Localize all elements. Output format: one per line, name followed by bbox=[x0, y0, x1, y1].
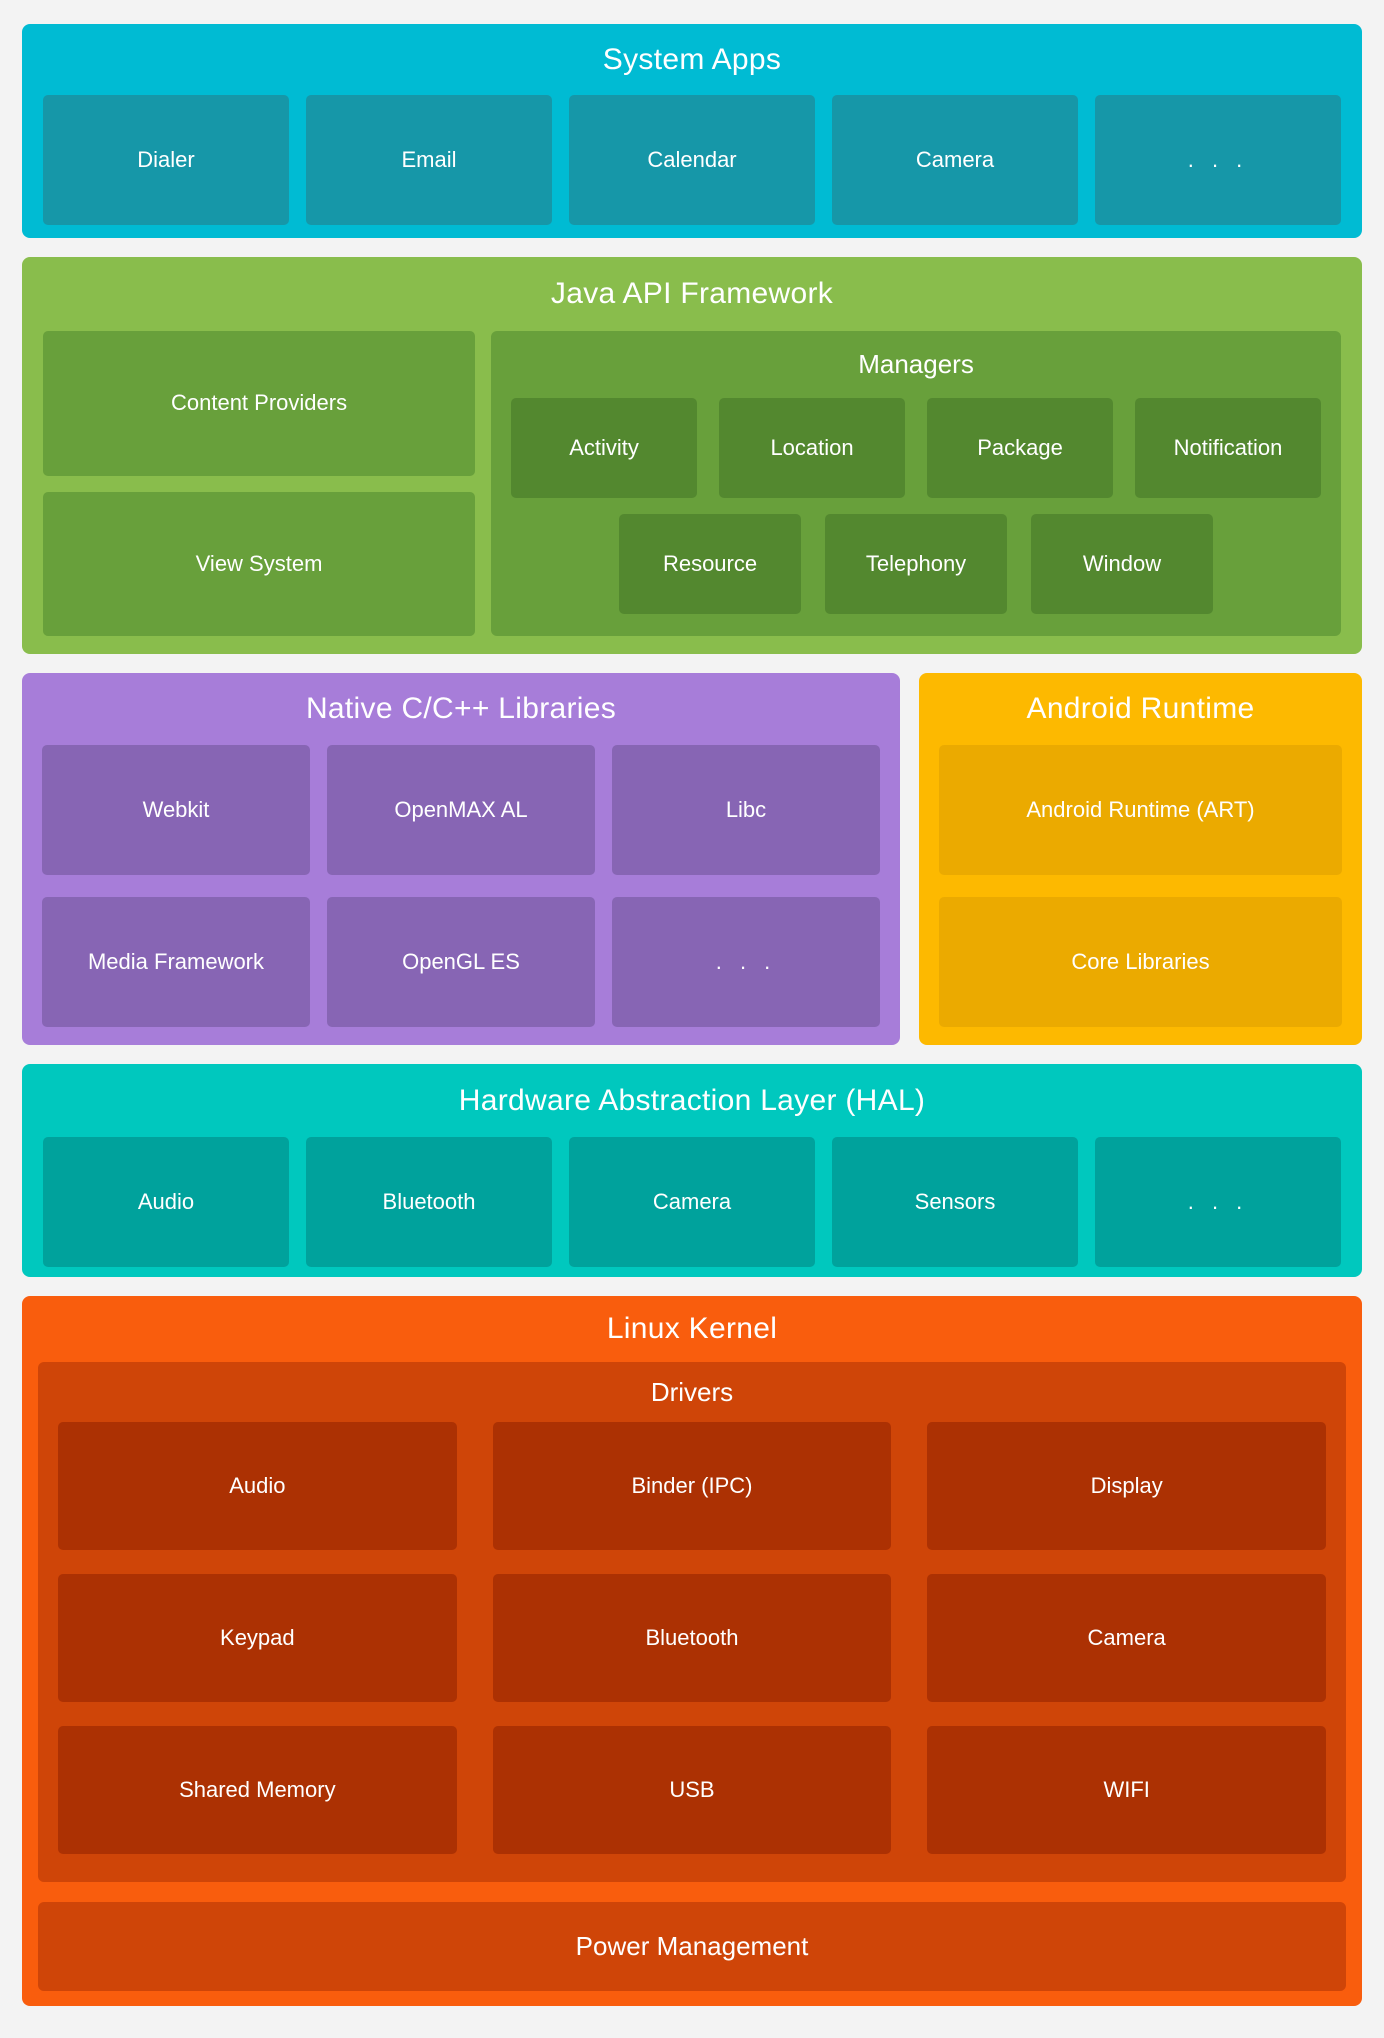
box-location-manager: Location bbox=[719, 398, 906, 498]
java-api-body: Content Providers View System Managers A… bbox=[43, 331, 1341, 636]
hal-box-camera: Camera bbox=[569, 1137, 815, 1267]
system-apps-box-calendar: Calendar bbox=[569, 95, 815, 225]
drivers-panel: Drivers Audio Binder (IPC) Display Keypa… bbox=[38, 1362, 1346, 1882]
box-package-manager: Package bbox=[927, 398, 1114, 498]
hal-box-ellipsis: . . . bbox=[1095, 1137, 1341, 1267]
system-apps-box-dialer: Dialer bbox=[43, 95, 289, 225]
driver-box-audio: Audio bbox=[58, 1422, 457, 1550]
linux-kernel-title: Linux Kernel bbox=[606, 1312, 778, 1345]
section-linux-kernel: Linux Kernel Drivers Audio Binder (IPC) … bbox=[22, 1296, 1362, 2006]
hal-title: Hardware Abstraction Layer (HAL) bbox=[458, 1083, 926, 1117]
driver-box-binder-ipc: Binder (IPC) bbox=[492, 1422, 892, 1550]
native-libraries-box-ellipsis: . . . bbox=[612, 897, 880, 1027]
android-runtime-stack: Android Runtime (ART) Core Libraries bbox=[939, 745, 1342, 1027]
box-window-manager: Window bbox=[1031, 514, 1214, 614]
drivers-title: Drivers bbox=[650, 1376, 734, 1407]
box-content-providers: Content Providers bbox=[43, 331, 476, 476]
driver-box-wifi: WIFI bbox=[927, 1726, 1326, 1854]
managers-row-2: Resource Telephony Window bbox=[511, 514, 1321, 614]
driver-box-display: Display bbox=[927, 1422, 1326, 1550]
hal-row: Audio Bluetooth Camera Sensors . . . bbox=[43, 1137, 1341, 1267]
native-libraries-title: Native C/C++ Libraries bbox=[305, 692, 617, 725]
driver-box-usb: USB bbox=[492, 1726, 892, 1854]
hal-box-sensors: Sensors bbox=[832, 1137, 1078, 1267]
managers-panel: Managers Activity Location Package Notif… bbox=[491, 331, 1341, 636]
hal-box-audio: Audio bbox=[43, 1137, 289, 1267]
box-core-libraries: Core Libraries bbox=[939, 897, 1342, 1027]
managers-row-1: Activity Location Package Notification bbox=[511, 398, 1321, 498]
section-android-runtime: Android Runtime Android Runtime (ART) Co… bbox=[919, 673, 1362, 1045]
box-activity-manager: Activity bbox=[511, 398, 698, 498]
box-media-framework: Media Framework bbox=[42, 897, 310, 1027]
driver-box-keypad: Keypad bbox=[58, 1574, 457, 1702]
box-telephony-manager: Telephony bbox=[825, 514, 1008, 614]
box-view-system: View System bbox=[43, 491, 476, 636]
box-libc: Libc bbox=[612, 745, 880, 875]
box-notification-manager: Notification bbox=[1135, 398, 1321, 498]
native-libraries-grid: Webkit OpenMAX AL Libc Media Framework O… bbox=[42, 745, 880, 1027]
hal-box-bluetooth: Bluetooth bbox=[306, 1137, 552, 1267]
section-native-libraries: Native C/C++ Libraries Webkit OpenMAX AL… bbox=[22, 673, 900, 1045]
section-hal: Hardware Abstraction Layer (HAL) Audio B… bbox=[22, 1064, 1362, 1277]
java-api-left-column: Content Providers View System bbox=[43, 331, 476, 636]
driver-box-shared-memory: Shared Memory bbox=[58, 1726, 457, 1854]
section-java-api-framework: Java API Framework Content Providers Vie… bbox=[22, 257, 1362, 654]
system-apps-title: System Apps bbox=[602, 42, 782, 76]
box-resource-manager: Resource bbox=[619, 514, 802, 614]
managers-title: Managers bbox=[858, 349, 974, 379]
system-apps-box-ellipsis: . . . bbox=[1095, 95, 1341, 225]
driver-box-bluetooth: Bluetooth bbox=[492, 1574, 892, 1702]
java-api-title: Java API Framework bbox=[550, 277, 834, 310]
box-android-runtime-art: Android Runtime (ART) bbox=[939, 745, 1342, 875]
box-webkit: Webkit bbox=[42, 745, 310, 875]
box-opengl-es: OpenGL ES bbox=[327, 897, 595, 1027]
system-apps-row: Dialer Email Calendar Camera . . . bbox=[43, 95, 1341, 225]
system-apps-box-camera: Camera bbox=[832, 95, 1078, 225]
box-power-management: Power Management bbox=[38, 1902, 1346, 1991]
system-apps-box-email: Email bbox=[306, 95, 552, 225]
section-system-apps: System Apps Dialer Email Calendar Camera… bbox=[22, 24, 1362, 238]
driver-box-camera: Camera bbox=[927, 1574, 1326, 1702]
box-openmax-al: OpenMAX AL bbox=[327, 745, 595, 875]
drivers-grid: Audio Binder (IPC) Display Keypad Blueto… bbox=[58, 1422, 1326, 1854]
native-and-runtime-row: Native C/C++ Libraries Webkit OpenMAX AL… bbox=[22, 673, 1362, 1045]
android-runtime-title: Android Runtime bbox=[1026, 692, 1255, 725]
